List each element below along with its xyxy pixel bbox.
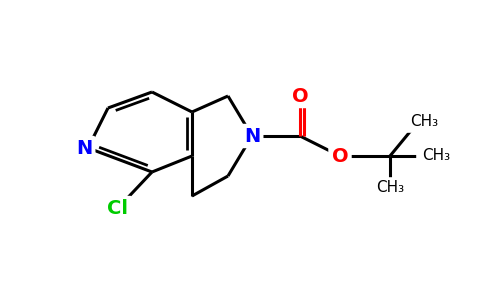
Text: CH₃: CH₃ (422, 148, 450, 164)
Text: N: N (243, 126, 261, 146)
Text: O: O (332, 146, 348, 166)
Text: O: O (331, 146, 349, 166)
Text: CH₃: CH₃ (406, 113, 442, 131)
Text: N: N (244, 127, 260, 146)
Text: O: O (290, 86, 309, 106)
Text: CH₃: CH₃ (376, 181, 404, 196)
Text: O: O (292, 86, 308, 106)
Text: Cl: Cl (107, 199, 128, 218)
Text: CH₃: CH₃ (372, 179, 408, 197)
Text: CH₃: CH₃ (410, 115, 438, 130)
Text: N: N (75, 138, 93, 158)
Text: Cl: Cl (106, 198, 130, 218)
Text: N: N (76, 139, 92, 158)
Text: CH₃: CH₃ (418, 147, 454, 165)
